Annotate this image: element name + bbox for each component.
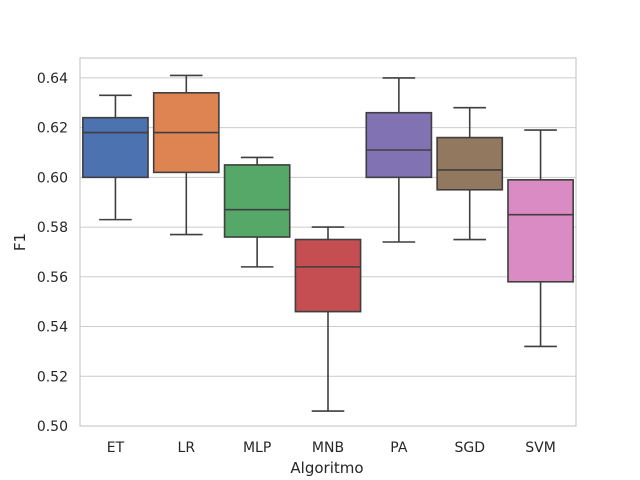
y-axis-label: F1 bbox=[11, 233, 29, 251]
x-tick-label: ET bbox=[107, 440, 125, 456]
plot-frame bbox=[79, 57, 577, 427]
x-tick-label: MLP bbox=[243, 440, 271, 456]
box-svm bbox=[507, 129, 574, 348]
box-pa bbox=[365, 77, 433, 243]
plot-border bbox=[79, 57, 577, 427]
y-tick-label: 0.54 bbox=[37, 320, 68, 336]
x-tick-label: MNB bbox=[312, 440, 344, 456]
x-tick-label: SGD bbox=[454, 440, 485, 456]
y-tick-labels: 0.50 0.52 0.54 0.56 0.58 0.60 0.62 0.64 bbox=[37, 71, 68, 435]
x-tick-label: SVM bbox=[525, 440, 556, 456]
box-body bbox=[436, 136, 504, 191]
x-tick-label: PA bbox=[390, 440, 408, 456]
box-body bbox=[294, 238, 362, 313]
y-tick-label: 0.60 bbox=[37, 170, 68, 186]
box-body bbox=[365, 111, 433, 179]
box-body bbox=[223, 164, 291, 238]
y-tick-label: 0.56 bbox=[37, 270, 68, 286]
box-body bbox=[507, 179, 574, 283]
box-et bbox=[82, 94, 149, 221]
box-body bbox=[82, 116, 149, 179]
y-tick-label: 0.50 bbox=[37, 419, 68, 435]
y-tick-label: 0.58 bbox=[37, 220, 68, 236]
box-lr bbox=[152, 74, 220, 236]
box-mnb bbox=[294, 226, 362, 412]
y-tick-label: 0.62 bbox=[37, 121, 68, 137]
box-sgd bbox=[436, 106, 504, 241]
box-series bbox=[82, 74, 574, 412]
x-tick-label: LR bbox=[178, 440, 196, 456]
y-tick-label: 0.52 bbox=[37, 369, 68, 385]
x-axis-label: Algoritmo bbox=[290, 459, 363, 477]
x-tick-labels: ET LR MLP MNB PA SGD SVM bbox=[107, 440, 556, 456]
box-mlp bbox=[223, 156, 291, 268]
y-tick-label: 0.64 bbox=[37, 71, 68, 87]
